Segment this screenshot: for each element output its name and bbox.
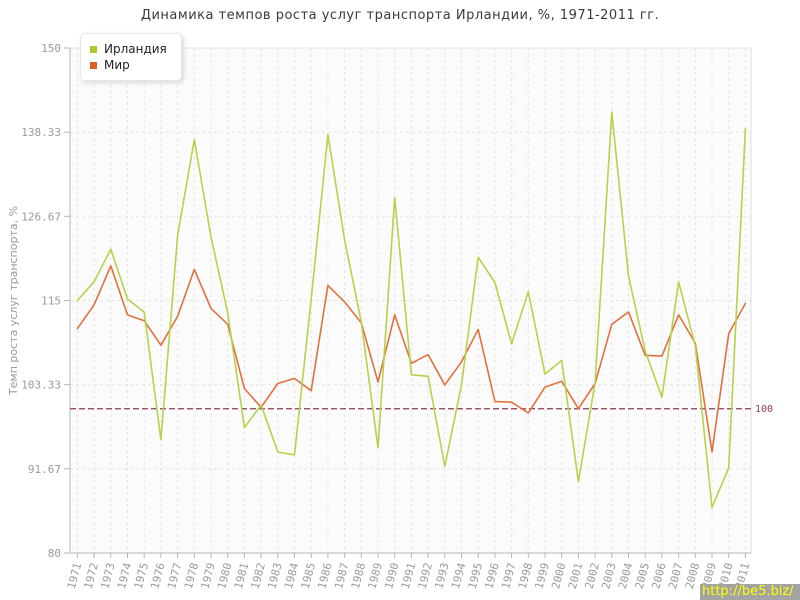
y-tick-label: 138.33 [21,126,61,139]
y-tick-label: 126.67 [21,210,61,223]
legend-item-world[interactable]: Мир [90,58,167,72]
y-tick-label: 115 [41,295,61,308]
y-tick-label: 103.33 [21,379,61,392]
y-tick-label: 150 [41,42,61,55]
legend-item-ireland[interactable]: Ирландия [90,42,167,56]
watermark-link[interactable]: http://be5.biz/ [700,584,800,600]
ireland-series-swatch-icon [90,45,97,53]
threshold-label: 100 [755,404,773,415]
world-series-swatch-icon [90,61,97,69]
legend-item-label: Ирландия [104,42,167,56]
chart-title: Динамика темпов роста услуг транспорта И… [140,8,660,23]
y-tick-label: 80 [48,547,61,560]
world-series-line [76,265,747,453]
legend-item-label: Мир [104,58,130,72]
legend: Ирландия Мир [80,33,182,81]
y-tick-label: 91.67 [28,463,61,476]
y-axis-title: Темп роста услуг транспорта, % [7,206,20,396]
ireland-series-line [76,111,747,509]
